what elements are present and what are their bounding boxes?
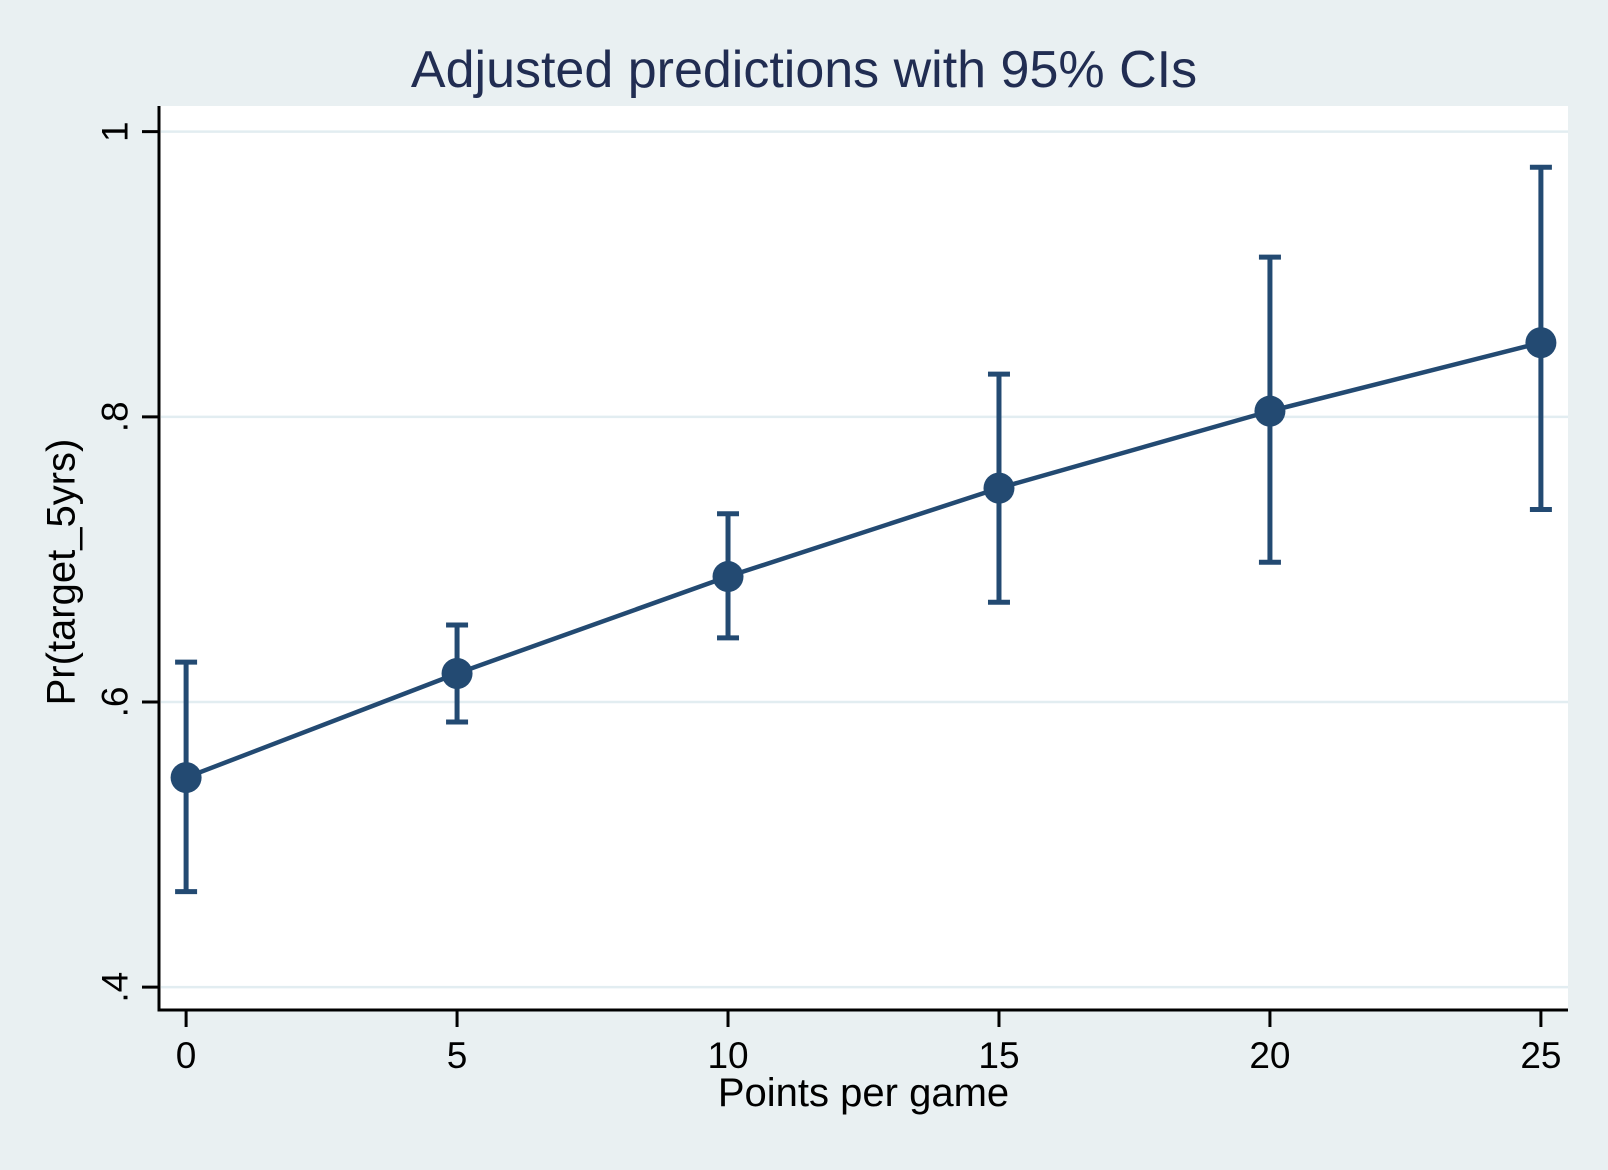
x-tick-label-10: 10 (707, 1035, 748, 1076)
chart-title: Adjusted predictions with 95% CIs (410, 41, 1198, 99)
data-point-x20 (1254, 395, 1286, 427)
y-tick-label-.4: .4 (95, 972, 136, 1003)
data-point-x15 (983, 472, 1015, 504)
y-tick-label-.6: .6 (95, 687, 136, 718)
x-tick-label-0: 0 (176, 1035, 197, 1076)
y-tick-label-.8: .8 (95, 401, 136, 432)
prediction-line (185, 340, 1542, 780)
data-point-x10 (712, 561, 744, 593)
data-point-x0 (170, 762, 202, 794)
y-axis-title: Pr(target_5yrs) (39, 438, 84, 706)
plot-area (159, 106, 1568, 1010)
x-tick-label-25: 25 (1520, 1035, 1561, 1076)
data-point-x25 (1525, 327, 1557, 359)
x-tick-label-5: 5 (447, 1035, 468, 1076)
x-tick-label-15: 15 (978, 1035, 1019, 1076)
x-tick-label-20: 20 (1249, 1035, 1290, 1076)
x-axis-title: Points per game (717, 1071, 1010, 1115)
data-point-x5 (441, 657, 473, 689)
y-tick-label-1: 1 (95, 121, 136, 142)
